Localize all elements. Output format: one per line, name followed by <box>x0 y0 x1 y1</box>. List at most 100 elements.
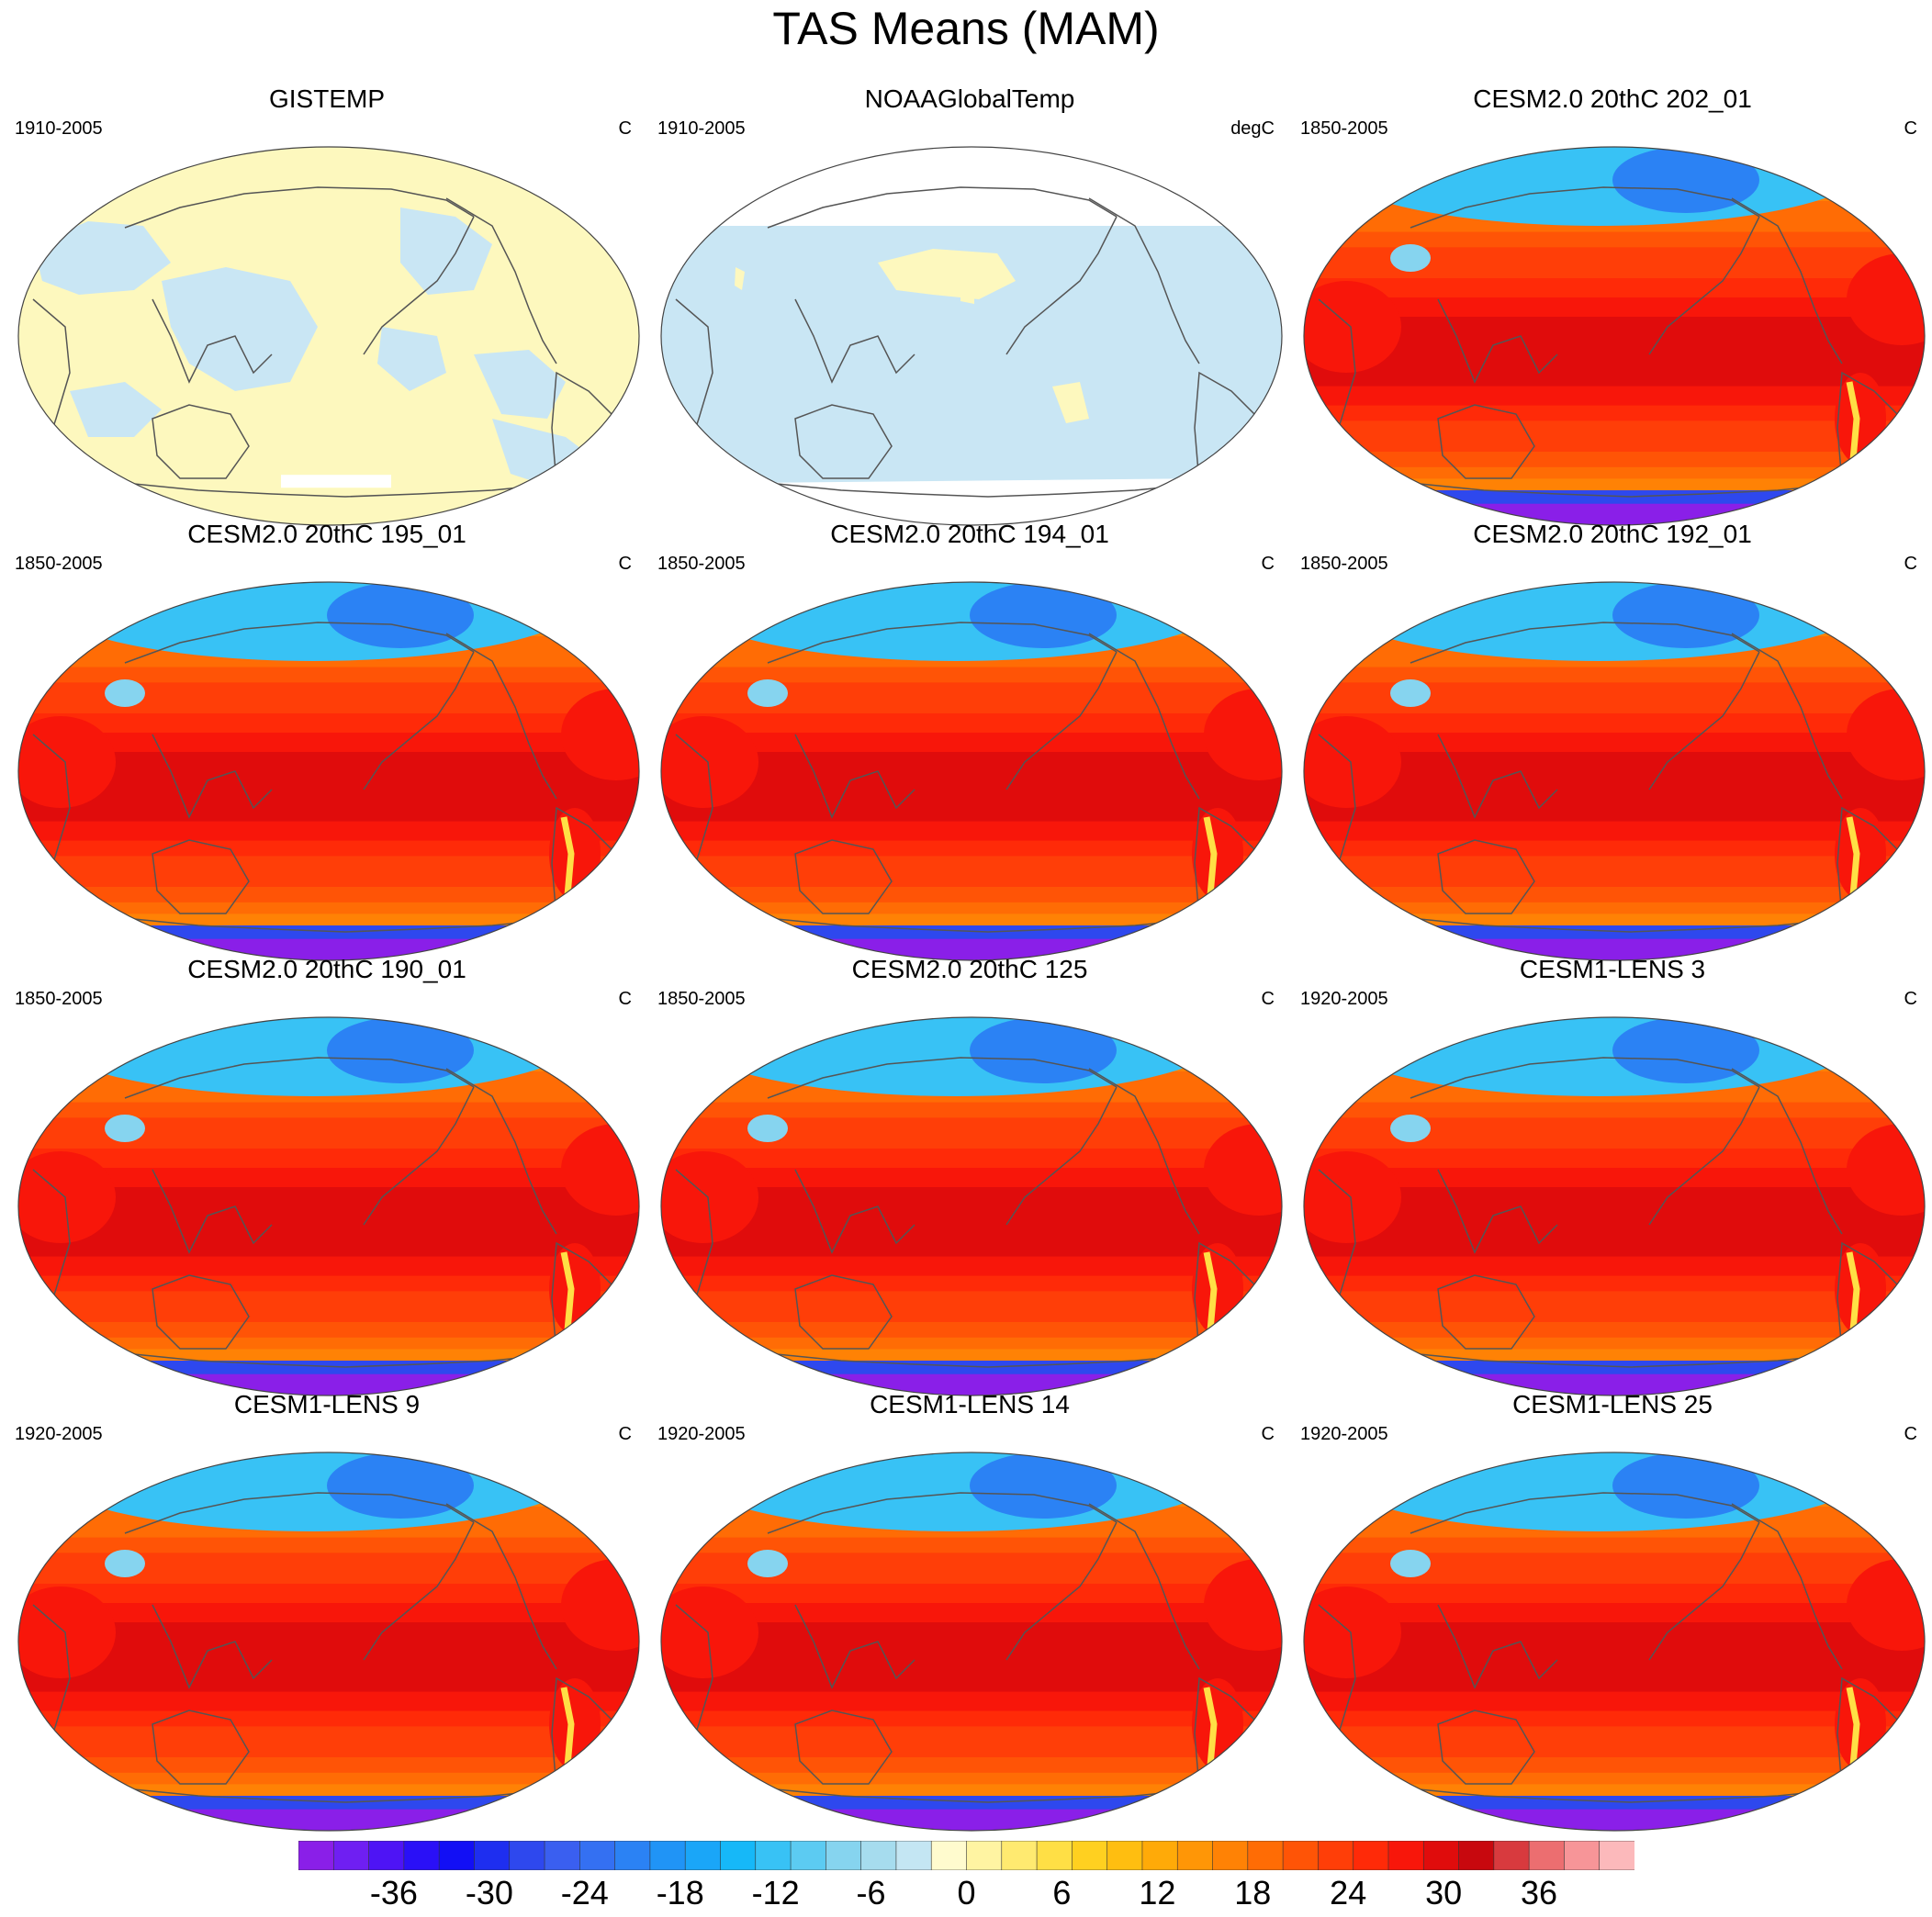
temp-band <box>661 914 1282 926</box>
africa-warm-region <box>1304 1586 1401 1678</box>
temp-band <box>661 1742 1282 1758</box>
panel-title: CESM2.0 20thC 195_01 <box>187 520 466 548</box>
temp-band <box>1304 887 1925 903</box>
temp-band <box>661 1133 1282 1149</box>
temp-band <box>1304 420 1925 438</box>
temp-band <box>661 1237 1282 1258</box>
map-svg <box>1303 581 1926 961</box>
temp-band <box>1304 1553 1925 1570</box>
temp-band <box>1304 1568 1925 1585</box>
colorbar-box <box>649 1841 686 1870</box>
positive-region <box>18 147 639 525</box>
temp-band <box>1304 405 1925 422</box>
map-panel: CESM1-LENS 14 1920-2005 C <box>648 1390 1291 1832</box>
figure-title: TAS Means (MAM) <box>772 3 1160 54</box>
temp-band <box>1304 366 1925 387</box>
temp-band <box>18 1275 639 1293</box>
temp-band <box>18 871 639 888</box>
colorbar-box <box>1072 1841 1108 1870</box>
temp-band <box>1304 1649 1925 1674</box>
temp-band <box>661 1757 1282 1774</box>
positive-region <box>878 249 1016 299</box>
map-panel: CESM2.0 20thC 190_01 1850-2005 C <box>6 955 648 1396</box>
temp-band <box>18 1322 639 1339</box>
world-map <box>15 1449 643 1834</box>
siberia-cold-region <box>1612 582 1759 648</box>
coastline <box>1648 651 1760 790</box>
temp-band <box>18 1584 639 1604</box>
coastline <box>1437 298 1558 384</box>
temp-band <box>1304 317 1925 345</box>
temp-band <box>661 871 1282 888</box>
panel-units: C <box>1904 1424 1917 1444</box>
tibet-cold-spot <box>1390 679 1431 707</box>
map-panel: GISTEMP 1910-2005 C <box>6 84 648 526</box>
temp-band <box>1304 1772 1925 1786</box>
coastline <box>1437 839 1535 914</box>
africa-warm-region <box>18 1586 116 1678</box>
colorbar-tick-label: -12 <box>751 1874 800 1911</box>
coastline <box>1088 197 1200 364</box>
panel-units: C <box>618 118 632 139</box>
colorbar-tick-label: -24 <box>560 1874 609 1911</box>
panel-period: 1910-2005 <box>15 118 103 139</box>
negative-region <box>33 221 171 295</box>
temp-band <box>18 682 639 700</box>
negative-region <box>474 350 566 419</box>
temp-band <box>18 667 639 684</box>
temp-band <box>18 1772 639 1786</box>
temp-band <box>661 682 1282 700</box>
temp-band <box>661 1584 1282 1604</box>
coastline <box>767 186 1118 229</box>
sahara-warm-region <box>561 689 639 780</box>
coastline <box>1731 633 1843 800</box>
antarctic-band <box>1304 1796 1925 1811</box>
panel-title: CESM2.0 20thC 125 <box>851 955 1088 983</box>
panel-title: CESM2.0 20thC 192_01 <box>1473 520 1752 548</box>
africa-warm-region <box>1304 281 1401 373</box>
coastline <box>124 1788 548 1803</box>
temp-band <box>18 821 639 842</box>
map-svg <box>17 146 640 526</box>
colorbar-box <box>720 1841 757 1870</box>
panel-period: 1910-2005 <box>657 118 746 139</box>
colorbar-tick-label: -36 <box>369 1874 418 1911</box>
negative-region <box>400 207 492 295</box>
map-panel: CESM2.0 20thC 194_01 1850-2005 C <box>648 520 1291 961</box>
panel-title: CESM1-LENS 14 <box>870 1390 1070 1418</box>
map-border <box>1303 146 1926 526</box>
temp-band <box>1304 914 1925 926</box>
colorbar-box <box>509 1841 545 1870</box>
coastline <box>445 197 557 364</box>
coastline <box>1731 1068 1843 1235</box>
colorbar-box <box>860 1841 897 1870</box>
temp-band <box>1304 1622 1925 1651</box>
temp-band <box>18 1672 639 1693</box>
antarctic-band <box>18 1361 639 1376</box>
map-svg <box>660 146 1283 526</box>
colorbar-svg <box>298 1841 1634 1870</box>
sahara-warm-region <box>1204 689 1282 780</box>
panel-period: 1850-2005 <box>657 554 746 574</box>
colorbar-box <box>1036 1841 1073 1870</box>
coastline <box>1731 197 1843 364</box>
colorbar-box <box>826 1841 862 1870</box>
colorbar-box <box>966 1841 1003 1870</box>
colorbar-box <box>368 1841 405 1870</box>
temp-band <box>1304 478 1925 491</box>
coastline <box>363 216 475 355</box>
temp-band <box>1304 343 1925 368</box>
map-panel: CESM2.0 20thC 202_01 1850-2005 C <box>1291 84 1932 526</box>
coastline <box>1005 216 1118 355</box>
temp-band <box>1304 698 1925 714</box>
coastline <box>152 404 250 479</box>
siberia-cold-region <box>1612 1017 1759 1083</box>
temp-band <box>1304 802 1925 823</box>
temp-band <box>1304 1757 1925 1774</box>
coastline <box>363 1521 475 1661</box>
panel-units: C <box>618 554 632 574</box>
world-map <box>657 143 1286 529</box>
siberia-cold-region <box>970 582 1117 648</box>
temp-band <box>18 698 639 714</box>
africa-warm-region <box>661 1151 758 1243</box>
